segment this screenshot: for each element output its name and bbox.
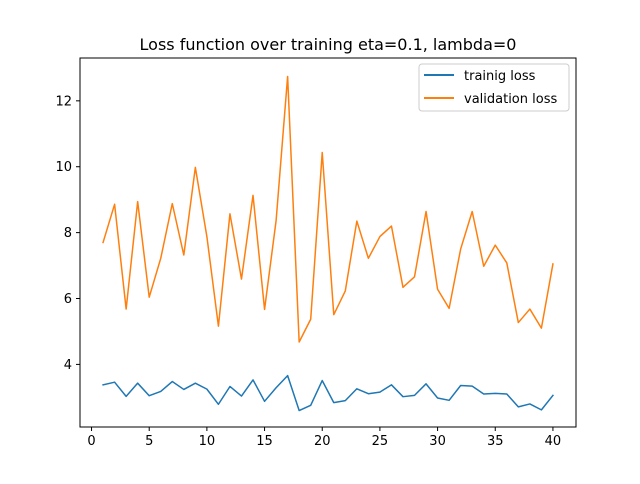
- plot-area: [102, 75, 554, 412]
- x-tick-label: 35: [487, 434, 504, 449]
- legend: trainig loss validation loss: [418, 63, 570, 112]
- series-line-validation: [102, 75, 554, 343]
- x-tick-label: 40: [545, 434, 562, 449]
- y-tick-label: 8: [64, 226, 72, 241]
- legend-label-validation: validation loss: [464, 92, 557, 107]
- y-tick-label: 4: [64, 358, 72, 373]
- x-tick-label: 5: [145, 434, 153, 449]
- axes-frame: [79, 57, 577, 428]
- x-axis: 0 5 10 15 20 25 30 35 40: [87, 427, 561, 449]
- y-tick-label: 12: [55, 94, 72, 109]
- y-tick-label: 10: [55, 160, 72, 175]
- x-tick-label: 25: [372, 434, 389, 449]
- x-tick-label: 10: [199, 434, 216, 449]
- series-line-training: [102, 374, 554, 412]
- chart-title: Loss function over training eta=0.1, lam…: [140, 35, 517, 54]
- y-axis: 4 6 8 10 12: [55, 94, 80, 373]
- x-tick-label: 30: [429, 434, 446, 449]
- legend-label-training: trainig loss: [464, 69, 536, 84]
- legend-box: [418, 63, 570, 112]
- y-tick-label: 6: [64, 292, 72, 307]
- x-tick-label: 15: [256, 434, 273, 449]
- x-tick-label: 0: [87, 434, 95, 449]
- x-tick-label: 20: [314, 434, 331, 449]
